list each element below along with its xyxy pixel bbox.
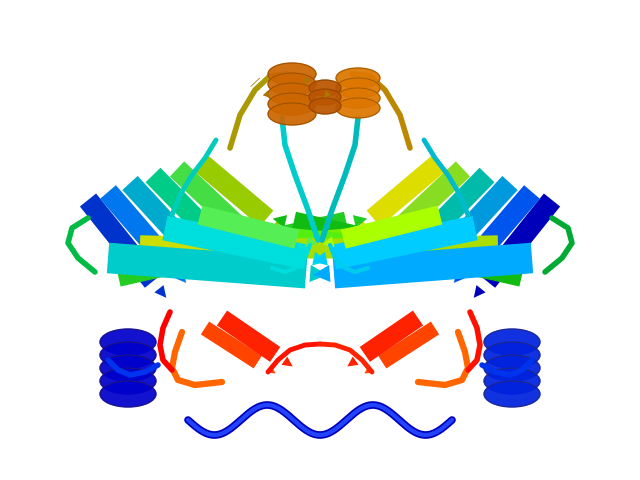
Ellipse shape — [484, 329, 540, 355]
Ellipse shape — [309, 89, 341, 105]
Ellipse shape — [268, 63, 316, 85]
Ellipse shape — [336, 88, 380, 108]
Ellipse shape — [484, 381, 540, 407]
Ellipse shape — [309, 80, 341, 96]
Ellipse shape — [100, 355, 156, 381]
Ellipse shape — [268, 103, 316, 125]
Ellipse shape — [484, 368, 540, 394]
Ellipse shape — [336, 68, 380, 88]
Ellipse shape — [484, 355, 540, 381]
Ellipse shape — [100, 342, 156, 368]
Ellipse shape — [100, 381, 156, 407]
Ellipse shape — [268, 83, 316, 105]
Ellipse shape — [268, 93, 316, 115]
Ellipse shape — [268, 73, 316, 95]
Ellipse shape — [100, 368, 156, 394]
Ellipse shape — [484, 342, 540, 368]
Ellipse shape — [336, 98, 380, 118]
Ellipse shape — [309, 98, 341, 114]
Ellipse shape — [100, 329, 156, 355]
Ellipse shape — [336, 78, 380, 98]
